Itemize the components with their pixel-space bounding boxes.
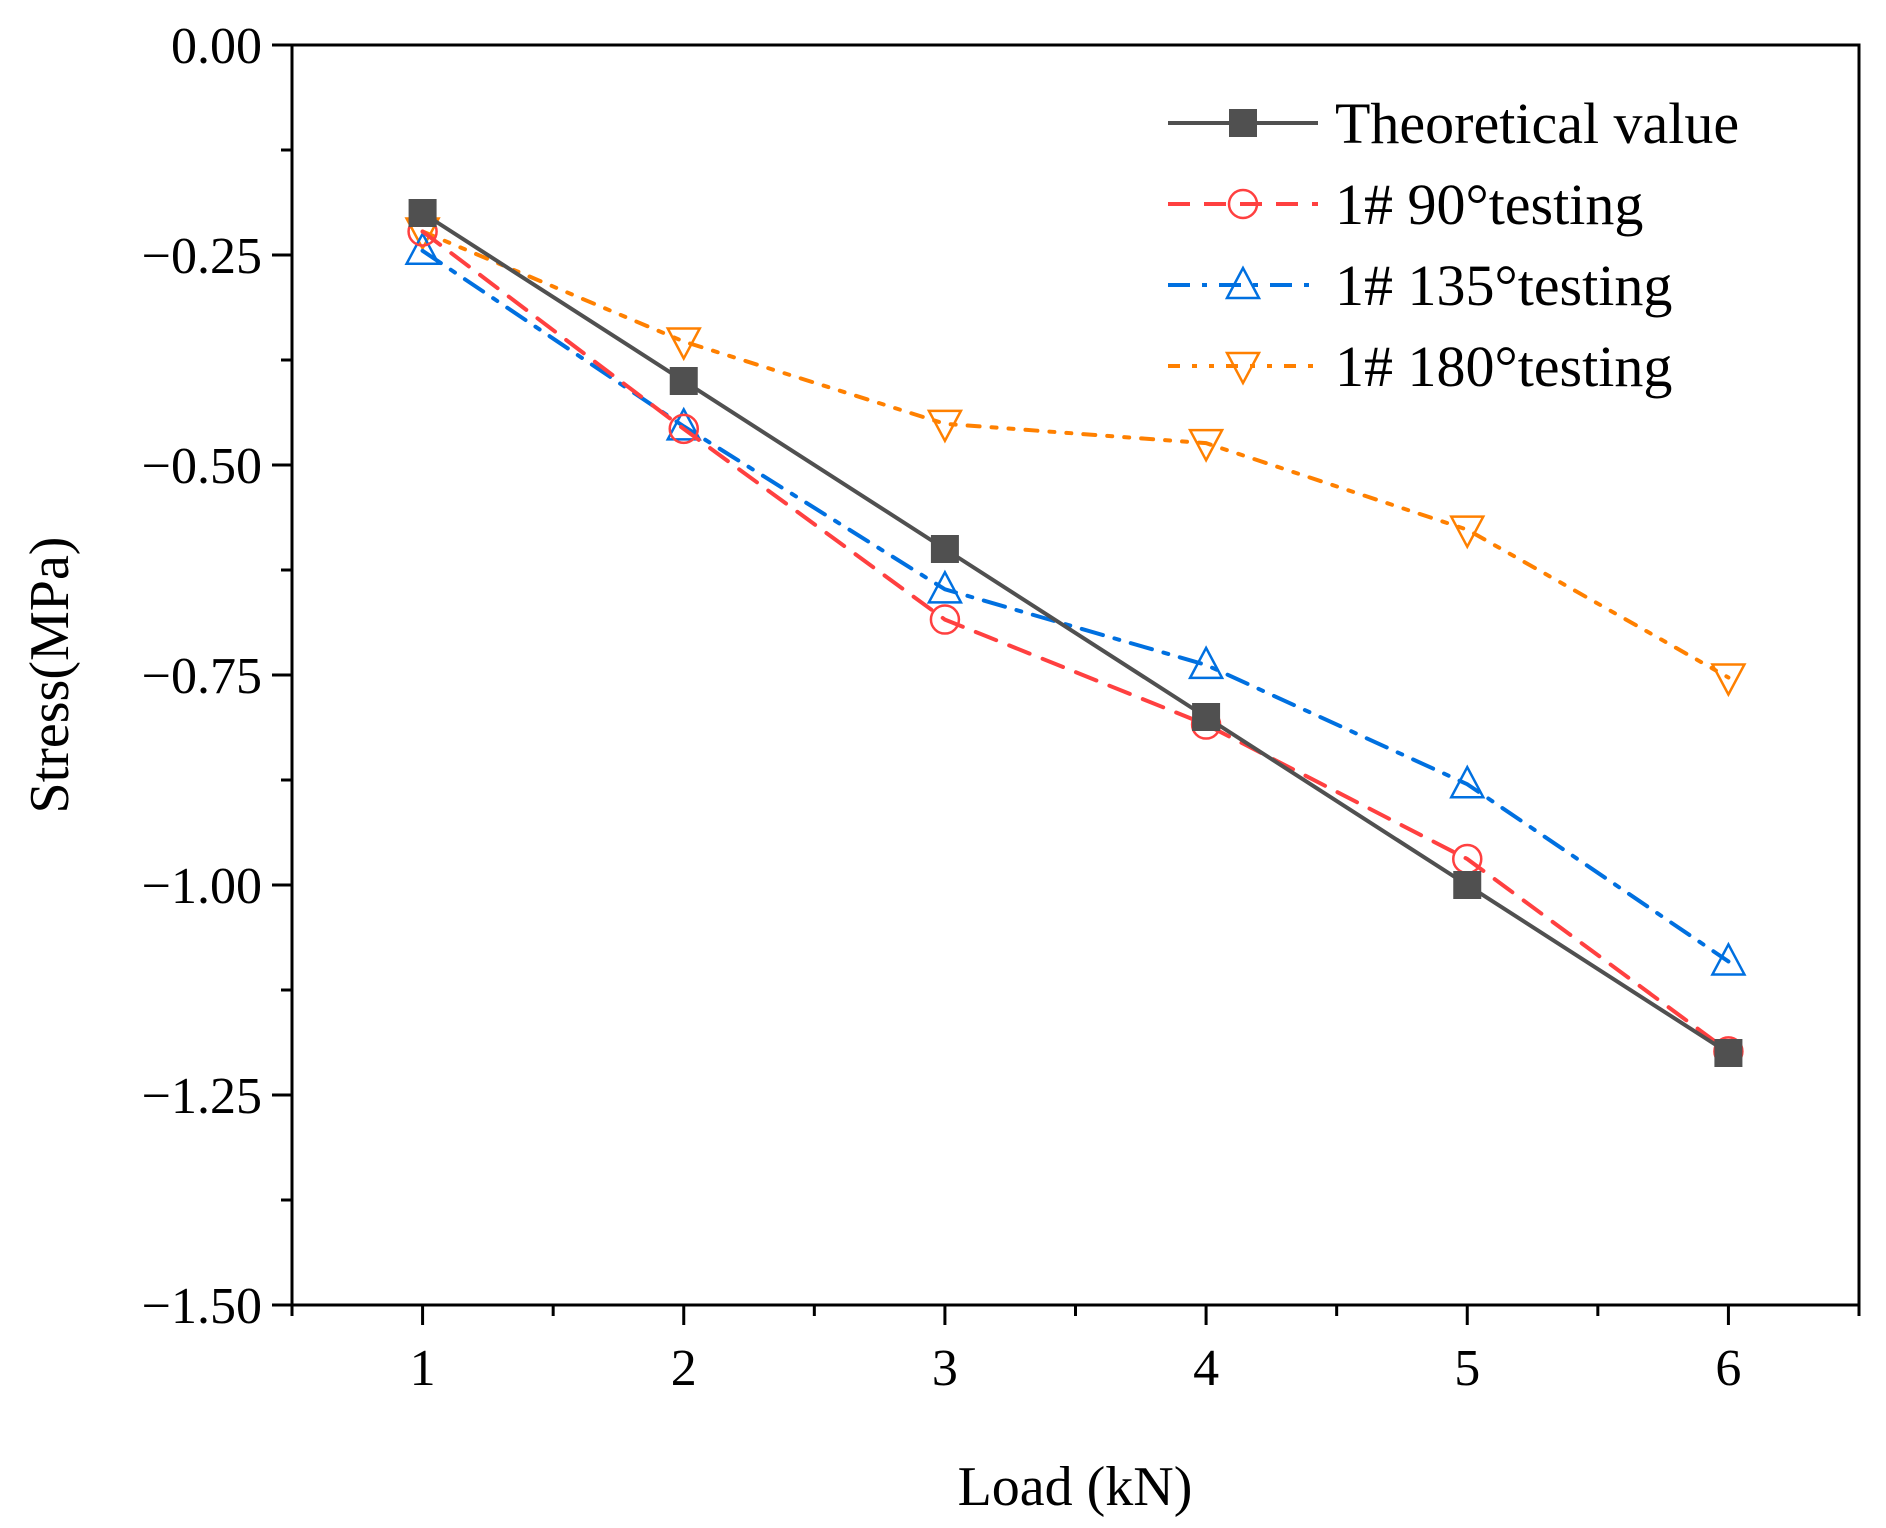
legend-item: 1# 135°testing [1168, 253, 1672, 318]
legend-label: 1# 90°testing [1335, 172, 1643, 237]
series-0 [408, 199, 1743, 1067]
y-tick-label: −0.50 [142, 438, 262, 495]
series-layer [404, 199, 1747, 1067]
data-point [1710, 663, 1747, 698]
legend: Theoretical value 1# 90°testing 1# 135°tes… [1168, 91, 1739, 399]
legend-item: 1# 180°testing [1168, 334, 1672, 399]
x-tick-label: 4 [1193, 1340, 1219, 1397]
data-point [929, 604, 961, 635]
x-axis-title: Load (kN) [958, 1456, 1193, 1518]
legend-marker [1224, 351, 1262, 386]
y-axis-title: Stress(MPa) [19, 537, 81, 814]
data-point [1188, 645, 1225, 680]
x-tick-label: 5 [1454, 1340, 1480, 1397]
y-tick-label: 0.00 [171, 18, 262, 75]
data-point [669, 367, 698, 395]
axis-ticks: 0.00 −0.25 −0.50 −0.75 −1.00 −1.25 −1.50 1 2 3 4 5 6 [142, 18, 1861, 1397]
data-point [408, 199, 437, 227]
legend-label: 1# 180°testing [1335, 334, 1672, 399]
data-point [1192, 703, 1221, 731]
data-point [1449, 764, 1486, 799]
data-point [1714, 1039, 1743, 1067]
data-point [404, 231, 441, 266]
y-tick-label: −1.00 [142, 858, 262, 915]
data-point [1449, 515, 1486, 550]
y-tick-label: −0.75 [142, 648, 262, 705]
data-point [665, 406, 702, 441]
legend-item: Theoretical value [1168, 91, 1739, 156]
legend-marker [1229, 109, 1257, 137]
x-tick-label: 6 [1715, 1340, 1741, 1397]
data-point [668, 413, 699, 445]
legend-marker [1227, 188, 1259, 220]
data-point [926, 409, 964, 444]
x-tick-label: 2 [671, 1340, 697, 1397]
legend-item: 1# 90°testing [1168, 172, 1643, 237]
legend-label: 1# 135°testing [1335, 253, 1672, 318]
series-line [420, 211, 1731, 1055]
y-tick-label: −0.25 [142, 228, 262, 285]
series-line [420, 229, 1731, 1054]
legend-marker [1224, 265, 1262, 300]
data-point [1453, 871, 1482, 899]
data-point [1188, 428, 1225, 463]
data-point [665, 327, 702, 362]
y-tick-label: −1.25 [142, 1068, 262, 1125]
data-point [1710, 941, 1747, 976]
x-tick-label: 3 [932, 1340, 958, 1397]
series-line [420, 229, 1731, 680]
x-tick-label: 1 [410, 1340, 436, 1397]
data-point [926, 569, 964, 604]
legend-label: Theoretical value [1335, 91, 1739, 156]
data-point [930, 535, 959, 563]
y-tick-label: −1.50 [142, 1278, 262, 1335]
